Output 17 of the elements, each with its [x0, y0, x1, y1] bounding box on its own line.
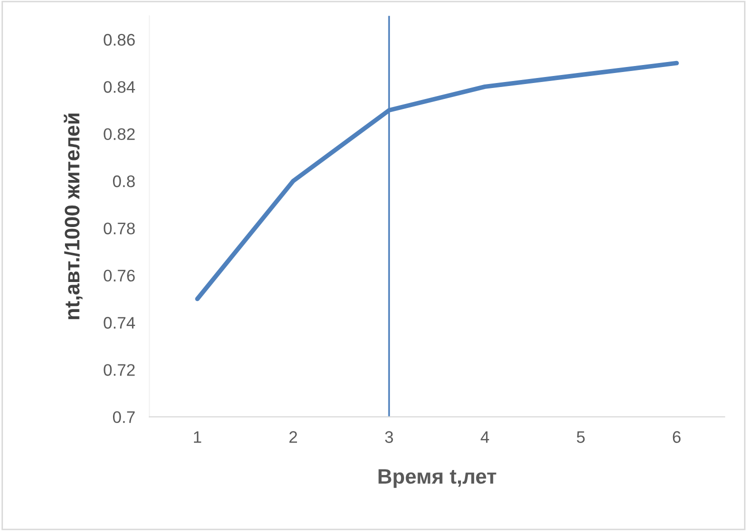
x-axis-title: Время t,лет	[378, 469, 496, 488]
x-tick-label: 2	[289, 431, 297, 443]
x-tick-label: 1	[194, 431, 202, 443]
x-tick-label: 6	[672, 431, 681, 443]
y-tick-label: 0.72	[104, 364, 135, 376]
y-tick-label: 0.86	[104, 34, 135, 46]
y-tick-label: 0.82	[104, 128, 135, 140]
y-tick-label: 0.74	[104, 316, 136, 329]
y-tick-label: 0.78	[104, 222, 135, 234]
x-tick-label: 3	[385, 431, 393, 443]
y-tick-label: 0.76	[104, 270, 135, 282]
y-tick-label: 0.84	[104, 81, 136, 93]
y-tick-label: 0.8	[112, 175, 135, 188]
x-tick-label: 4	[480, 431, 490, 443]
x-tick-label: 5	[576, 431, 585, 443]
y-tick-label: 0.7	[112, 411, 135, 424]
y-axis-title: nt,авт./1000 жителей	[64, 114, 83, 320]
